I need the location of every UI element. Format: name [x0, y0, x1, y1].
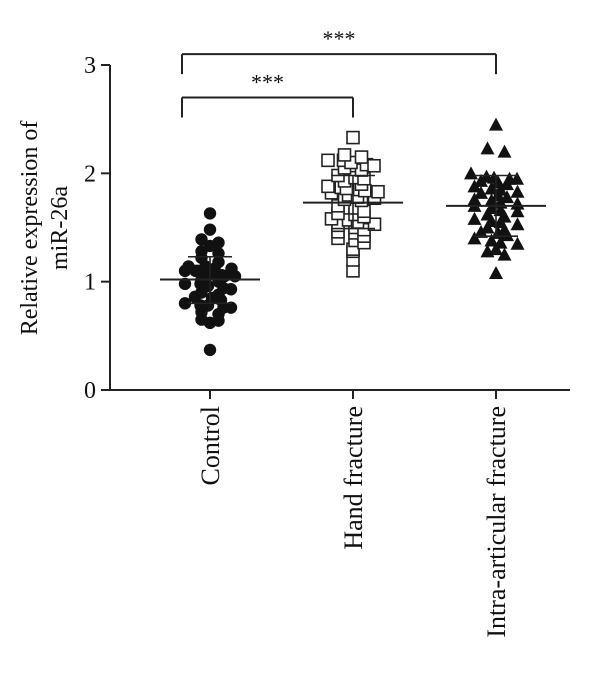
data-point — [182, 260, 195, 273]
data-point — [467, 211, 482, 225]
data-point — [212, 255, 225, 269]
data-point — [480, 141, 495, 155]
significance-brackets: *** *** — [181, 26, 497, 118]
data-point — [225, 262, 238, 275]
mean-sd-bars — [160, 174, 546, 305]
data-point — [497, 247, 512, 261]
y-axis-label-line: Relative expression of — [17, 121, 43, 336]
x-tick-label: Control — [196, 406, 225, 485]
y-tick-label: 3 — [84, 53, 96, 79]
data-point — [500, 190, 514, 204]
data-point — [510, 236, 525, 250]
data-point — [203, 223, 217, 236]
data-point — [203, 343, 217, 357]
data-point — [224, 283, 238, 296]
data-point — [484, 233, 499, 247]
y-axis-label-line: miR-26a — [47, 186, 73, 270]
data-point — [497, 144, 512, 158]
data-point — [464, 166, 478, 180]
data-point — [224, 301, 238, 314]
data-point — [467, 179, 482, 193]
y-tick-label: 2 — [84, 161, 96, 187]
data-point — [493, 203, 508, 217]
data-point — [484, 201, 499, 214]
x-axis: Control Hand fracture Intra-articular frac… — [110, 389, 570, 638]
x-tick-label: Intra-articular fracture — [482, 406, 511, 638]
data-points — [178, 117, 525, 357]
data-point — [321, 153, 335, 168]
data-point — [474, 224, 488, 238]
data-point — [497, 222, 512, 236]
data-point — [510, 171, 524, 185]
y-axis-label: Relative expression of miR-26a — [17, 121, 73, 336]
significance-label: *** — [251, 70, 284, 95]
data-point — [510, 217, 525, 231]
data-point — [371, 184, 385, 199]
data-point — [493, 235, 508, 249]
data-point — [346, 130, 360, 145]
data-point — [354, 150, 369, 164]
data-point — [493, 182, 508, 196]
data-point — [367, 217, 382, 232]
data-point — [337, 148, 352, 162]
data-point — [489, 117, 503, 131]
data-point — [487, 170, 501, 184]
y-tick-label: 1 — [84, 270, 96, 296]
data-point — [178, 277, 192, 291]
data-point — [510, 184, 525, 198]
x-tick-label: Hand fracture — [339, 406, 368, 550]
data-point — [178, 297, 192, 310]
data-point — [212, 236, 225, 249]
y-axis: 0 1 2 3 — [84, 53, 111, 404]
data-point — [489, 266, 503, 279]
data-point — [367, 158, 381, 173]
data-point — [484, 193, 499, 207]
data-point — [203, 207, 217, 220]
data-point — [510, 204, 525, 218]
y-tick-label: 0 — [84, 378, 96, 404]
significance-label: *** — [323, 26, 356, 51]
data-point — [195, 233, 208, 246]
y-axis-title: Relative expression of miR-26a — [17, 121, 73, 336]
data-point — [321, 179, 335, 194]
